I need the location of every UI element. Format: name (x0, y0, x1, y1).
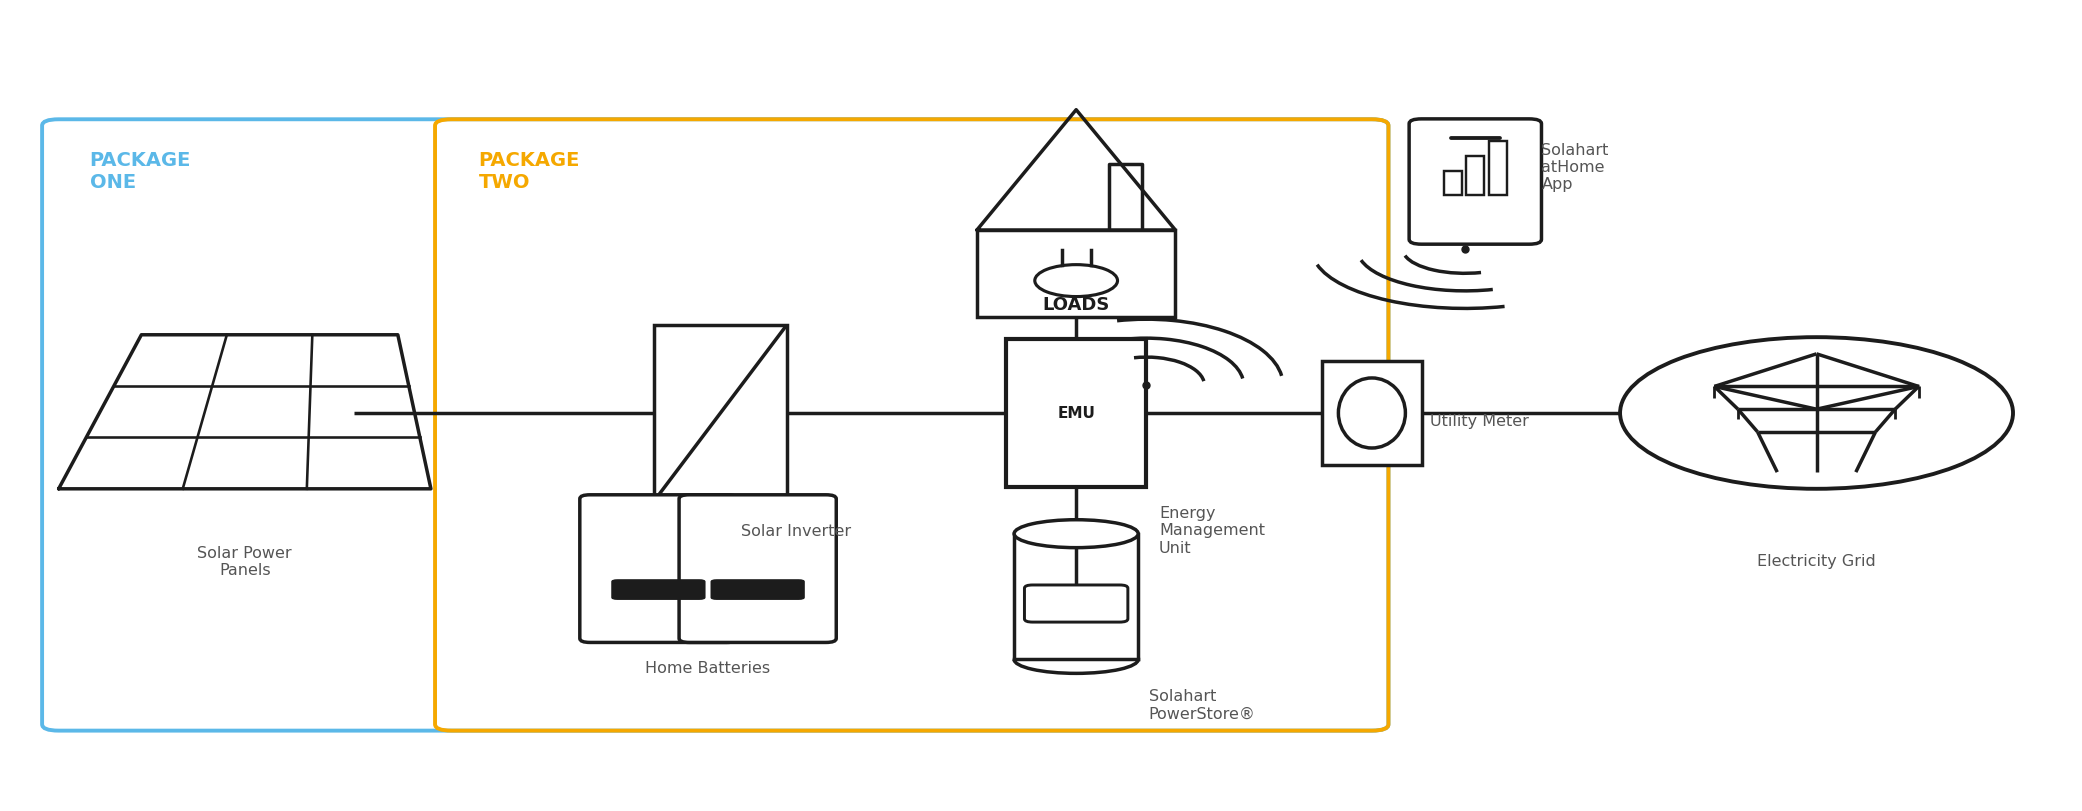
FancyBboxPatch shape (710, 580, 806, 600)
Text: PACKAGE
ONE: PACKAGE ONE (90, 150, 192, 191)
Text: Solar Inverter: Solar Inverter (741, 523, 852, 539)
Text: Solar Power
Panels: Solar Power Panels (198, 545, 291, 577)
Text: Utility Meter: Utility Meter (1430, 414, 1528, 429)
FancyBboxPatch shape (1024, 586, 1128, 622)
FancyBboxPatch shape (1466, 157, 1484, 196)
FancyBboxPatch shape (579, 496, 737, 642)
Ellipse shape (1339, 379, 1405, 448)
FancyBboxPatch shape (1489, 142, 1507, 196)
FancyBboxPatch shape (1006, 339, 1147, 487)
Ellipse shape (1014, 520, 1139, 548)
Circle shape (1620, 337, 2013, 489)
Text: Energy
Management
Unit: Energy Management Unit (1160, 505, 1266, 555)
Text: PACKAGE
TWO: PACKAGE TWO (479, 150, 581, 191)
FancyBboxPatch shape (1410, 120, 1541, 245)
Text: Solahart
atHome
App: Solahart atHome App (1541, 143, 1609, 192)
Text: Home Batteries: Home Batteries (645, 661, 770, 676)
FancyBboxPatch shape (1322, 362, 1422, 466)
Text: Electricity Grid: Electricity Grid (1757, 553, 1876, 568)
Text: EMU: EMU (1058, 406, 1095, 421)
Text: Solahart
PowerStore®: Solahart PowerStore® (1149, 689, 1255, 721)
FancyBboxPatch shape (654, 326, 787, 501)
Circle shape (1035, 265, 1118, 297)
FancyBboxPatch shape (1443, 172, 1462, 196)
Text: LOADS: LOADS (1043, 295, 1110, 314)
FancyBboxPatch shape (976, 231, 1176, 318)
FancyBboxPatch shape (679, 496, 837, 642)
FancyBboxPatch shape (612, 580, 706, 600)
